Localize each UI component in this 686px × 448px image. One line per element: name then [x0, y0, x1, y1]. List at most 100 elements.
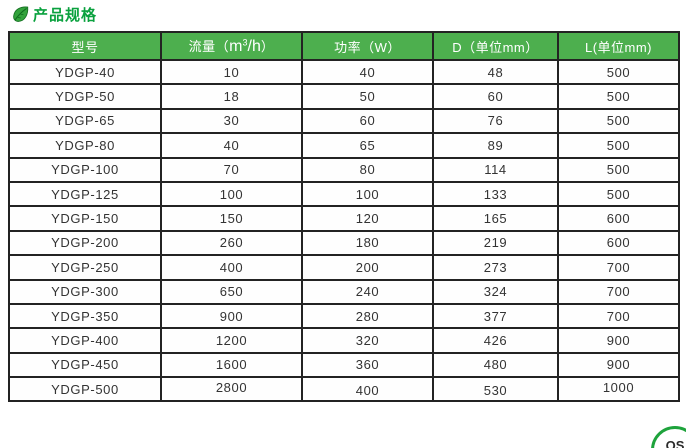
cell-flow: 1200 [160, 327, 303, 354]
cell-power: 240 [301, 278, 434, 305]
table-row: YDGP-65 30 60 76 500 [8, 107, 680, 135]
cell-flow: 650 [160, 278, 303, 305]
cell-d: 273 [432, 254, 559, 281]
table-row: YDGP-50 18 50 60 500 [8, 83, 680, 110]
cell-flow: 1600 [160, 351, 303, 379]
cell-power: 200 [301, 254, 434, 281]
leaf-icon [13, 6, 29, 22]
cell-model: YDGP-80 [8, 132, 162, 159]
cell-l: 900 [557, 327, 680, 354]
cell-d: 60 [432, 83, 559, 110]
cell-l: 700 [557, 254, 680, 281]
cell-model: YDGP-250 [8, 254, 162, 281]
cell-flow: 900 [160, 302, 303, 330]
table-row: YDGP-500 2800 400 530 1000 [8, 376, 680, 403]
flow-label-prefix: 流量（ [188, 39, 230, 54]
cell-l: 500 [557, 58, 680, 86]
cell-power: 180 [301, 229, 434, 257]
cell-model: YDGP-150 [8, 205, 162, 232]
cell-d: 480 [432, 351, 559, 379]
flow-label-suffix: ） [260, 39, 275, 54]
cell-model: YDGP-65 [8, 107, 162, 135]
cell-model: YDGP-300 [8, 278, 162, 305]
cell-flow: 10 [160, 58, 303, 86]
table-row: YDGP-125 100 100 133 500 [8, 180, 680, 208]
cell-power: 60 [301, 107, 434, 135]
cell-flow: 30 [160, 107, 303, 135]
cell-d: 114 [432, 156, 559, 183]
flow-label-unit-h: /h [247, 38, 261, 55]
col-header-flow: 流量（m3/h） [160, 31, 303, 61]
cell-l: 700 [557, 302, 680, 330]
flow-label-superscript: 3 [242, 37, 248, 48]
cell-l: 500 [557, 107, 680, 135]
cell-power: 320 [301, 327, 434, 354]
cell-l: 600 [557, 205, 680, 232]
certification-badge-text: QS [665, 438, 685, 448]
cell-model: YDGP-450 [8, 351, 162, 379]
page-title: 产品规格 [33, 6, 98, 24]
col-header-diameter: D（单位mm） [432, 31, 559, 61]
table-row: YDGP-100 70 80 114 500 [8, 156, 680, 183]
cell-model: YDGP-350 [8, 302, 162, 330]
cell-model: YDGP-400 [8, 327, 162, 354]
section-title-bar: 产品规格 [11, 3, 97, 25]
table-header-row: 型号 流量（m3/h） 功率（W） D（单位mm） L(单位mm) [8, 31, 680, 61]
cell-l: 500 [557, 83, 680, 110]
cell-flow: 70 [160, 156, 303, 183]
cell-d: 48 [432, 58, 559, 86]
certification-badge: QS [651, 426, 686, 448]
cell-model: YDGP-200 [8, 229, 162, 257]
cell-power: 280 [301, 302, 434, 330]
spec-table-body: YDGP-40 10 40 48 500 YDGP-50 18 50 60 500 YDGP-65 3… [8, 58, 680, 403]
cell-model: YDGP-40 [8, 58, 162, 86]
cell-model: YDGP-50 [8, 83, 162, 110]
cell-d: 324 [432, 278, 559, 305]
cell-l: 500 [557, 132, 680, 159]
cell-power: 50 [301, 83, 434, 110]
table-row: YDGP-300 650 240 324 700 [8, 278, 680, 305]
table-row: YDGP-40 10 40 48 500 [8, 58, 680, 86]
table-row: YDGP-450 1600 360 480 900 [8, 351, 680, 379]
col-header-power: 功率（W） [301, 31, 434, 61]
cell-d: 133 [432, 180, 559, 208]
col-header-model: 型号 [8, 31, 162, 61]
cell-flow: 100 [160, 180, 303, 208]
cell-model: YDGP-500 [8, 376, 162, 403]
cell-power: 360 [301, 351, 434, 379]
product-spec-table: 型号 流量（m3/h） 功率（W） D（单位mm） L(单位mm) YDGP-4… [8, 31, 680, 403]
cell-power: 65 [301, 132, 434, 159]
cell-power: 400 [301, 376, 434, 403]
cell-l: 900 [557, 351, 680, 379]
flow-label-unit-m: m [229, 38, 243, 55]
cell-d: 165 [432, 205, 559, 232]
cell-d: 219 [432, 229, 559, 257]
cell-l: 600 [557, 229, 680, 257]
cell-d: 76 [432, 107, 559, 135]
cell-l: 700 [557, 278, 680, 305]
cell-power: 120 [301, 205, 434, 232]
cell-flow: 260 [160, 229, 303, 257]
cell-l: 500 [557, 156, 680, 183]
cell-power: 100 [301, 180, 434, 208]
cell-d: 426 [432, 327, 559, 354]
cell-flow: 18 [160, 83, 303, 110]
cell-flow: 40 [160, 132, 303, 159]
table-row: YDGP-150 150 120 165 600 [8, 205, 680, 232]
cell-model: YDGP-100 [8, 156, 162, 183]
col-header-length: L(单位mm) [557, 31, 680, 61]
cell-flow: 150 [160, 205, 303, 232]
cell-d: 530 [432, 376, 559, 403]
cell-d: 89 [432, 132, 559, 159]
table-row: YDGP-200 260 180 219 600 [8, 229, 680, 257]
cell-model: YDGP-125 [8, 180, 162, 208]
cell-flow: 2800 [160, 376, 303, 403]
table-row: YDGP-250 400 200 273 700 [8, 254, 680, 281]
cell-power: 80 [301, 156, 434, 183]
cell-power: 40 [301, 58, 434, 86]
table-row: YDGP-350 900 280 377 700 [8, 302, 680, 330]
cell-flow: 400 [160, 254, 303, 281]
cell-l: 500 [557, 180, 680, 208]
table-row: YDGP-80 40 65 89 500 [8, 132, 680, 159]
table-row: YDGP-400 1200 320 426 900 [8, 327, 680, 354]
